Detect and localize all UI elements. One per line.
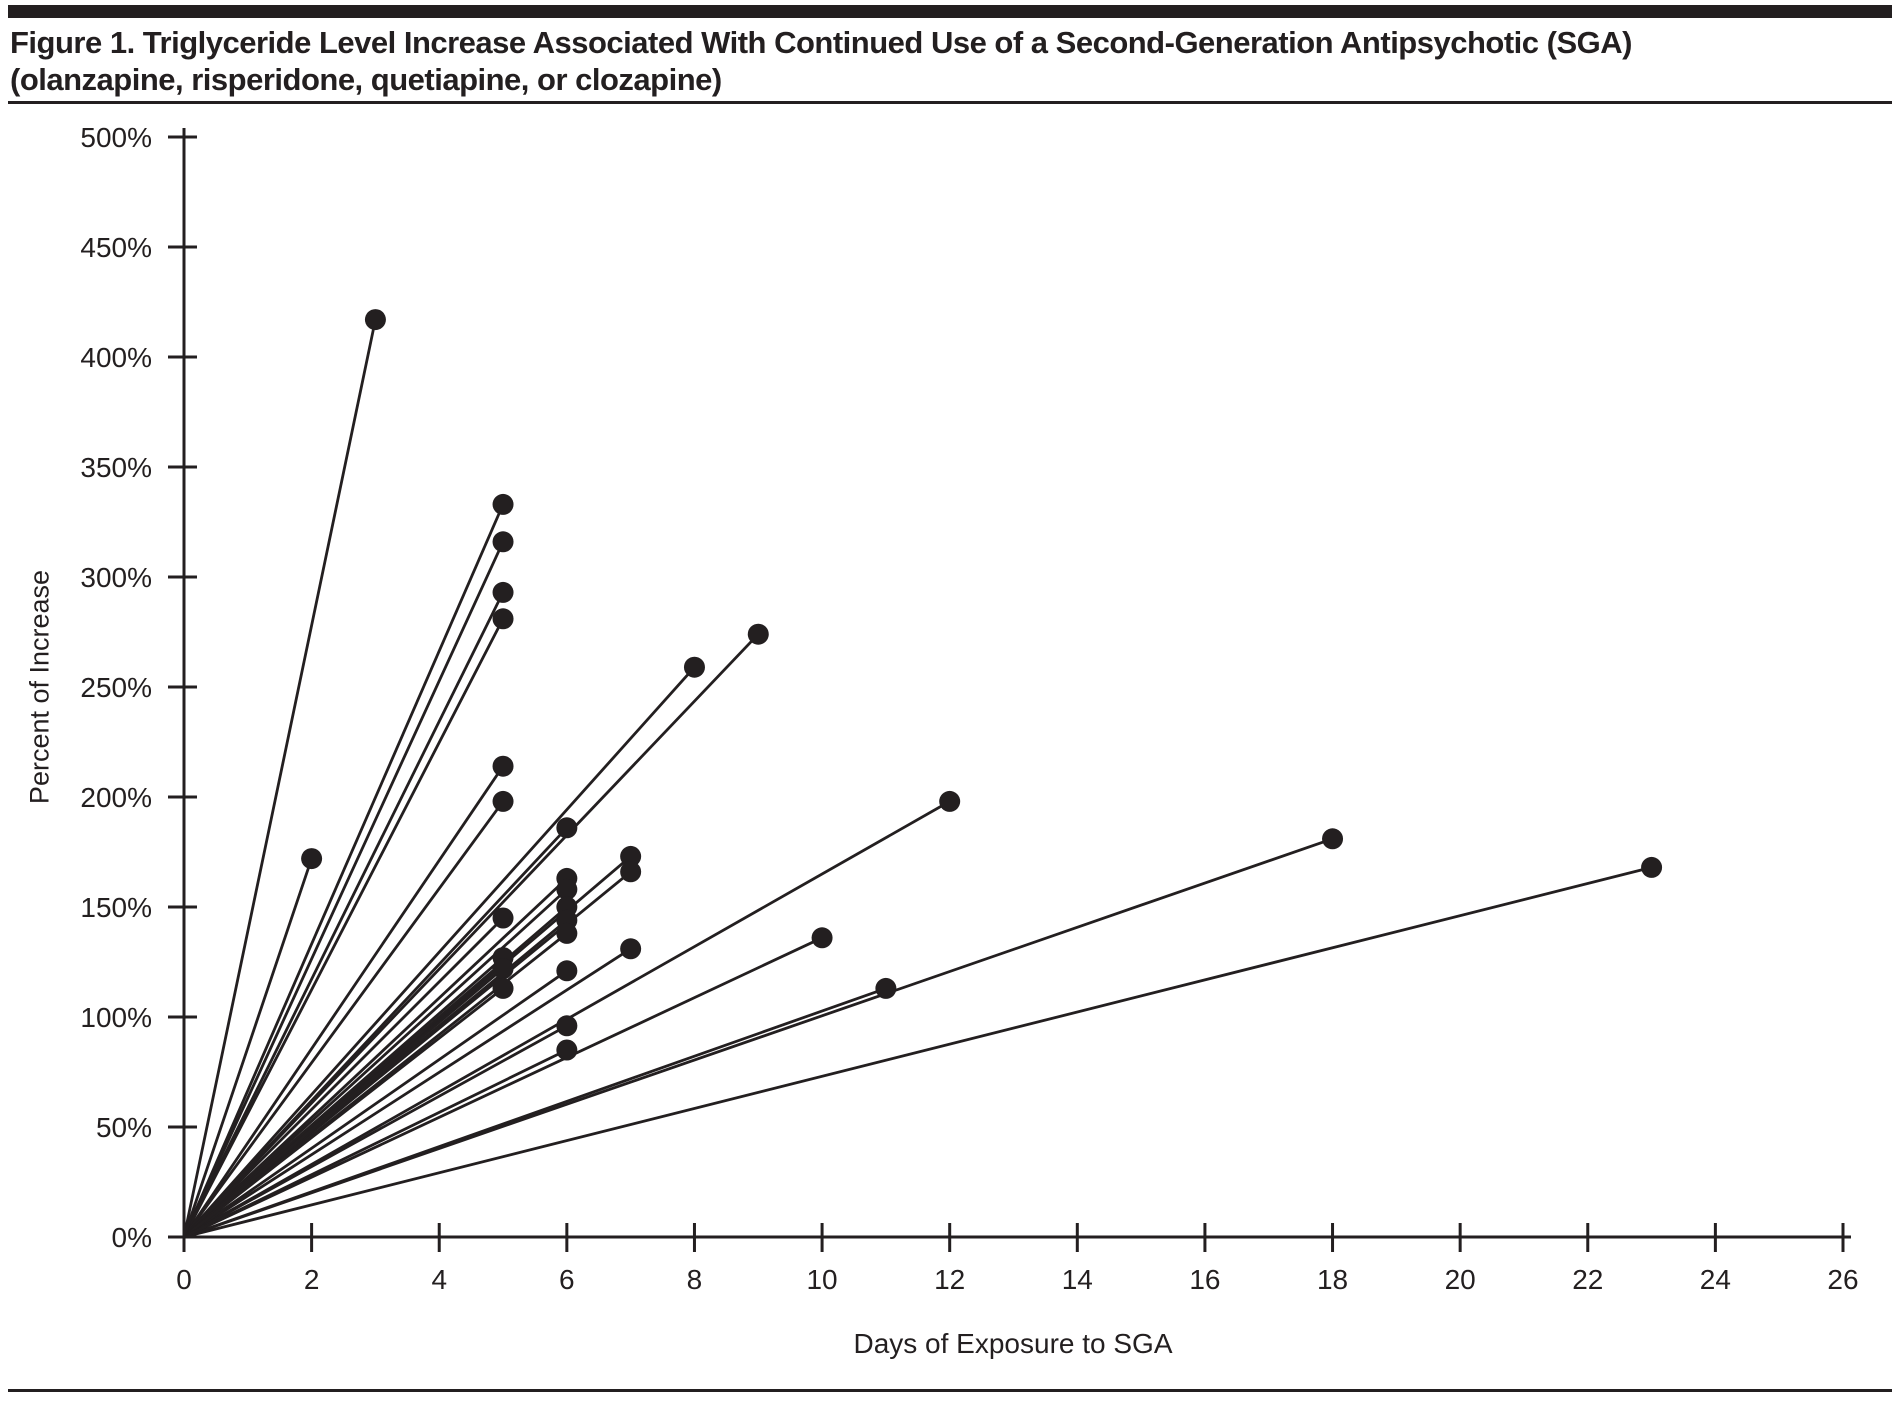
data-point: [939, 790, 961, 812]
x-tick-label: 8: [687, 1264, 703, 1295]
exposure-line: [183, 936, 823, 1239]
data-point: [620, 938, 642, 960]
data-point: [492, 581, 514, 603]
top-rule-thick: [8, 5, 1892, 18]
exposure-line: [182, 319, 377, 1238]
x-tick-label: 16: [1189, 1264, 1220, 1295]
figure-title-line-2: (olanzapine, risperidone, quetiapine, or…: [10, 62, 722, 97]
exposure-line: [183, 866, 1652, 1239]
x-tick-label: 24: [1700, 1264, 1731, 1295]
x-tick-label: 18: [1317, 1264, 1348, 1295]
exposure-line: [182, 826, 568, 1238]
y-tick-label: 350%: [80, 452, 152, 483]
data-point: [492, 977, 514, 999]
data-point: [683, 656, 705, 678]
title-divider-rule: [8, 101, 1892, 104]
y-tick-label: 0%: [112, 1222, 152, 1253]
y-tick-label: 100%: [80, 1002, 152, 1033]
data-point: [875, 977, 897, 999]
data-point: [492, 755, 514, 777]
data-point: [556, 817, 578, 839]
data-point: [492, 907, 514, 929]
data-point: [747, 623, 769, 645]
x-tick-label: 4: [431, 1264, 447, 1295]
exposure-line: [183, 956, 504, 1239]
exposure-line: [183, 967, 504, 1239]
exposure-line: [182, 541, 505, 1238]
data-point: [556, 1039, 578, 1061]
x-tick-label: 22: [1572, 1264, 1603, 1295]
exposure-line: [182, 503, 505, 1238]
exposure-line: [183, 947, 632, 1239]
exposure-line: [183, 1048, 568, 1239]
exposure-line: [183, 917, 505, 1238]
x-tick-label: 20: [1445, 1264, 1476, 1295]
data-point: [556, 1015, 578, 1037]
data-point: [556, 960, 578, 982]
exposure-line: [182, 765, 505, 1238]
data-point: [492, 958, 514, 980]
data-point: [492, 493, 514, 515]
data-point: [492, 531, 514, 553]
y-tick-label: 300%: [80, 562, 152, 593]
data-point: [301, 848, 323, 870]
x-tick-label: 0: [176, 1264, 192, 1295]
exposure-line: [182, 666, 696, 1238]
y-tick-label: 500%: [80, 122, 152, 153]
x-axis-title: Days of Exposure to SGA: [853, 1328, 1173, 1359]
x-tick-label: 6: [559, 1264, 575, 1295]
x-tick-label: 12: [934, 1264, 965, 1295]
x-tick-label: 14: [1062, 1264, 1093, 1295]
data-point: [1322, 828, 1344, 850]
y-tick-label: 200%: [80, 782, 152, 813]
figure-title: Figure 1. Triglyceride Level Increase As…: [10, 24, 1890, 98]
data-point: [492, 790, 514, 812]
data-point: [620, 845, 642, 867]
exposure-line: [182, 800, 505, 1238]
data-point: [364, 309, 386, 331]
data-point: [620, 861, 642, 883]
x-tick-label: 10: [806, 1264, 837, 1295]
data-point: [492, 608, 514, 630]
y-tick-label: 450%: [80, 232, 152, 263]
y-axis-title: Percent of Increase: [24, 569, 55, 805]
exposure-line: [183, 987, 887, 1239]
y-tick-label: 150%: [80, 892, 152, 923]
exposure-line: [182, 858, 313, 1238]
x-tick-label: 26: [1827, 1264, 1858, 1295]
data-point: [556, 878, 578, 900]
data-point: [556, 922, 578, 944]
exposure-line: [183, 969, 568, 1239]
data-point: [1641, 856, 1663, 878]
data-point: [811, 927, 833, 949]
figure-title-line-1: Figure 1. Triglyceride Level Increase As…: [10, 25, 1632, 60]
x-tick-label: 2: [304, 1264, 320, 1295]
exposure-line: [183, 987, 504, 1239]
y-tick-label: 250%: [80, 672, 152, 703]
exposure-line: [182, 618, 505, 1238]
exposure-line: [183, 1024, 568, 1239]
exposure-line: [182, 591, 505, 1238]
y-tick-label: 50%: [96, 1112, 152, 1143]
bottom-rule: [8, 1389, 1892, 1392]
y-tick-label: 400%: [80, 342, 152, 373]
